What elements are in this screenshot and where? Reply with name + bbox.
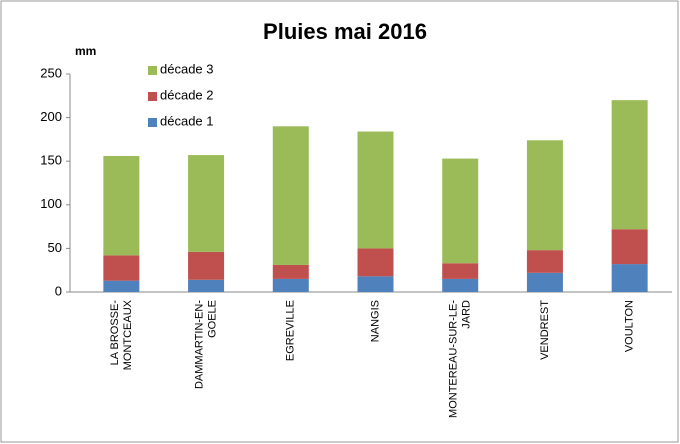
x-tick-label: DAMMARTIN-EN-GOELE [193,300,218,389]
bar-segment [272,126,309,265]
y-tick-label: 150 [40,153,62,168]
y-tick-label: 200 [40,109,62,124]
bar-segment [526,140,563,251]
bar-segment [103,255,140,281]
bar-segment [357,248,394,277]
bar-segment [103,155,140,256]
x-tick-label: EGREVILLE [285,300,297,361]
bar-segment [611,229,648,265]
bar-segment [526,250,563,273]
bar-segment [611,264,648,292]
bar-segment [272,278,309,292]
bar-segment [526,272,563,292]
bar-segment [611,100,648,230]
y-tick-label: 250 [40,65,62,80]
legend-label: décade 2 [160,87,214,102]
bar-segment [357,131,394,249]
y-tick-label: 50 [48,240,62,255]
x-tick-label: VOULTON [624,300,636,352]
legend-label: décade 3 [160,61,214,76]
x-tick-label: VENDREST [539,300,551,360]
bar-segment [442,263,479,279]
bar-segment [357,276,394,292]
y-axis-label: mm [75,44,96,58]
bar-segment [188,251,225,280]
bar-segment [188,279,225,292]
bar-segment [442,278,479,292]
bar-segment [272,264,309,279]
bar-segment [188,155,225,252]
legend-swatch [148,118,157,127]
x-tick-label: LA BROSSE-MONTCEAUX [109,299,134,370]
x-tick-label: NANGIS [369,300,381,342]
legend-swatch [148,92,157,101]
chart-title: Pluies mai 2016 [263,19,427,44]
x-tick-label: MONTEREAU-SUR-LE-JARD [448,300,473,418]
y-tick-label: 0 [55,283,62,298]
legend-label: décade 1 [160,113,214,128]
bar-segment [442,158,479,264]
bar-segment [103,280,140,292]
y-tick-label: 100 [40,196,62,211]
legend-swatch [148,66,157,75]
